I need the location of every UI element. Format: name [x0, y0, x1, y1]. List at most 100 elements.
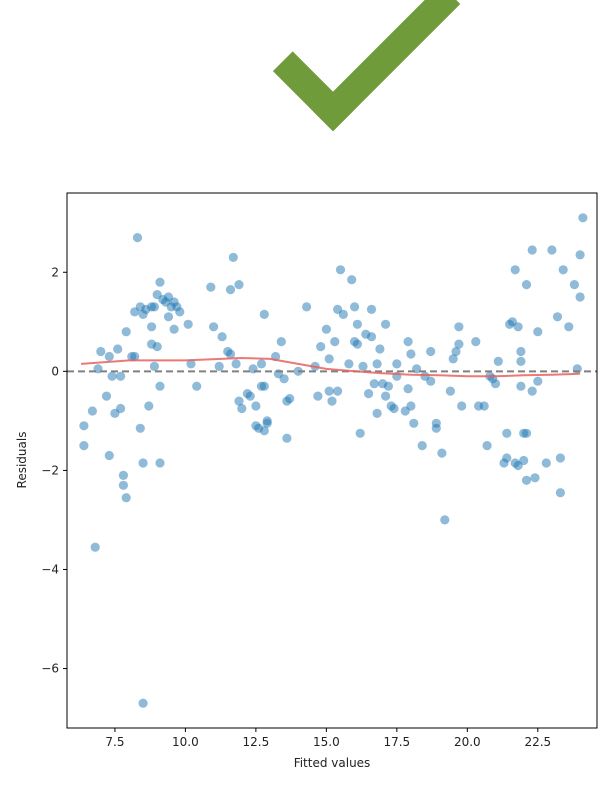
- y-tick-label: −2: [41, 463, 59, 477]
- data-point: [403, 384, 413, 394]
- data-point: [155, 381, 165, 391]
- data-point: [575, 292, 585, 302]
- data-point: [575, 250, 585, 260]
- data-point: [516, 346, 526, 357]
- data-point: [138, 698, 148, 708]
- data-point: [392, 359, 402, 369]
- data-point: [175, 307, 185, 317]
- x-tick-label: 20.0: [454, 735, 481, 749]
- data-point: [183, 319, 193, 329]
- data-point: [101, 391, 112, 401]
- data-point: [552, 312, 563, 322]
- data-point: [152, 342, 162, 352]
- data-point: [364, 389, 374, 399]
- data-point: [245, 391, 255, 401]
- check-icon-long-stroke: [313, 0, 461, 132]
- data-point: [366, 332, 377, 342]
- data-point: [369, 379, 379, 389]
- x-tick-label: 22.5: [524, 735, 551, 749]
- data-point: [578, 213, 588, 223]
- data-point: [338, 309, 348, 319]
- data-point: [344, 359, 354, 369]
- data-point: [149, 302, 159, 312]
- data-point: [214, 361, 224, 371]
- scatter-points: [79, 213, 588, 708]
- y-tick-label: 2: [51, 265, 59, 279]
- data-point: [79, 441, 89, 451]
- x-axis-ticks: 7.5 10.0 12.5 15.0 17.5 20.0 22.5: [105, 728, 551, 749]
- data-point: [234, 280, 244, 290]
- data-point: [448, 354, 458, 364]
- data-point: [445, 386, 455, 396]
- data-point: [262, 416, 272, 426]
- data-point: [104, 450, 114, 461]
- x-axis-label: Fitted values: [294, 756, 371, 770]
- data-point: [186, 359, 196, 369]
- data-point: [372, 359, 382, 369]
- data-point: [533, 327, 543, 337]
- data-point: [132, 233, 143, 243]
- data-point: [527, 386, 537, 396]
- y-tick-label: −6: [41, 662, 59, 676]
- data-point: [330, 337, 340, 347]
- data-point: [510, 265, 520, 275]
- y-axis-ticks: 2 0 −2 −4 −6: [41, 265, 67, 676]
- data-point: [519, 455, 529, 466]
- data-point: [521, 280, 532, 290]
- x-tick-label: 12.5: [243, 735, 270, 749]
- data-point: [403, 337, 413, 347]
- data-point: [527, 245, 537, 255]
- data-point: [335, 265, 346, 275]
- data-point: [381, 319, 391, 329]
- data-point: [327, 396, 337, 406]
- y-tick-label: 0: [51, 364, 59, 378]
- data-point: [118, 470, 128, 480]
- data-point: [116, 371, 126, 381]
- data-point: [440, 515, 450, 525]
- data-point: [389, 403, 399, 414]
- data-point: [282, 433, 292, 443]
- data-point: [237, 403, 247, 414]
- data-point: [118, 480, 128, 490]
- data-point: [121, 493, 131, 503]
- data-point: [437, 448, 447, 458]
- data-point: [513, 322, 523, 332]
- data-point: [163, 312, 174, 322]
- y-axis-label: Residuals: [15, 432, 29, 489]
- data-point: [502, 453, 512, 463]
- data-point: [130, 351, 140, 362]
- data-point: [355, 428, 365, 438]
- data-point: [547, 245, 557, 255]
- data-point: [259, 309, 269, 319]
- data-point: [471, 337, 481, 347]
- x-tick-label: 15.0: [313, 735, 340, 749]
- data-point: [225, 349, 236, 359]
- data-point: [502, 428, 512, 438]
- data-point: [406, 401, 416, 411]
- data-point: [302, 302, 312, 312]
- data-point: [155, 458, 165, 468]
- data-point: [192, 381, 202, 391]
- data-point: [358, 361, 368, 371]
- data-point: [333, 386, 343, 396]
- data-point: [381, 391, 391, 401]
- data-point: [530, 473, 540, 483]
- data-point: [555, 488, 566, 498]
- data-point: [383, 381, 393, 391]
- data-point: [285, 394, 295, 404]
- data-point: [516, 356, 526, 366]
- data-point: [87, 406, 97, 416]
- data-point: [324, 386, 334, 396]
- data-point: [490, 379, 501, 389]
- data-point: [231, 359, 241, 369]
- data-point: [169, 324, 179, 334]
- data-point: [406, 349, 416, 359]
- data-point: [479, 401, 489, 411]
- data-point: [138, 458, 148, 468]
- data-point: [135, 423, 145, 433]
- data-point: [279, 374, 289, 384]
- data-point: [409, 418, 419, 428]
- data-point: [104, 351, 114, 362]
- data-point: [564, 322, 574, 332]
